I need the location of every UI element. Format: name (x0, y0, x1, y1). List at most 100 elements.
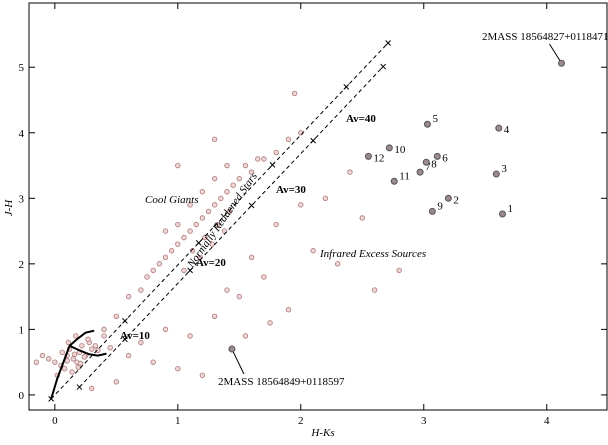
background-star (175, 366, 181, 372)
ir-source (428, 207, 436, 215)
ir-source (492, 170, 500, 178)
source-label: 3 (501, 163, 507, 175)
background-star (150, 359, 156, 365)
background-star (77, 360, 84, 367)
source-label: 8 (431, 158, 437, 170)
background-star (181, 267, 187, 274)
background-star (267, 320, 273, 326)
ir-source (422, 158, 430, 166)
background-star (218, 195, 224, 202)
background-star (291, 90, 298, 97)
background-star (175, 162, 181, 169)
background-star (81, 354, 88, 360)
background-star (89, 385, 95, 392)
annotation: Infrared Excess Sources (319, 248, 426, 260)
background-star (175, 221, 181, 228)
background-star (162, 228, 169, 234)
background-star (242, 333, 249, 339)
background-star (107, 345, 113, 351)
plot-frame (28, 2, 608, 411)
background-star (95, 347, 101, 354)
background-star (150, 267, 156, 274)
source-label: 2MASS 18564849+0118597 (218, 376, 345, 388)
y-tick-label: 0 (19, 390, 25, 402)
background-star (113, 313, 120, 319)
y-tick-label: 2 (19, 259, 25, 271)
background-star (322, 195, 329, 202)
ir-source (498, 210, 506, 218)
av-marker (343, 84, 350, 90)
background-star (125, 352, 132, 359)
background-star (61, 366, 68, 372)
annotation: Av=10 (120, 330, 150, 342)
y-axis-label: J-H (3, 199, 15, 217)
background-star (236, 293, 242, 300)
background-star (211, 313, 218, 319)
background-star (273, 149, 279, 156)
background-star (242, 162, 249, 169)
background-star (92, 343, 99, 349)
background-star (162, 254, 169, 260)
av-marker (248, 202, 255, 209)
ir-source (364, 152, 372, 160)
background-star (71, 351, 78, 357)
x-tick-label: 3 (421, 415, 427, 427)
av-marker (385, 40, 391, 46)
background-star (193, 221, 199, 228)
background-star (211, 136, 218, 143)
annotation: Cool Giants (145, 194, 198, 206)
leader-line (549, 43, 562, 64)
x-tick-label: 1 (175, 415, 181, 427)
background-star (52, 359, 58, 365)
av-marker (269, 162, 276, 168)
annotation: Av=20 (196, 257, 226, 269)
y-tick-label: 1 (19, 324, 25, 336)
background-star (162, 326, 169, 333)
source-label: 11 (399, 170, 410, 182)
background-star (199, 215, 206, 221)
background-star (310, 248, 316, 254)
av-marker (122, 318, 128, 324)
source-label: 10 (394, 144, 406, 156)
background-star (144, 274, 150, 280)
x-tick-label: 0 (52, 415, 58, 427)
background-star (211, 175, 218, 182)
background-star (33, 359, 40, 365)
background-star (168, 248, 175, 254)
background-star (285, 136, 292, 143)
background-star (181, 234, 187, 241)
ir-source (444, 194, 452, 202)
source-label: 12 (373, 152, 384, 164)
background-star (359, 215, 365, 221)
background-star (226, 208, 233, 215)
av-marker (122, 336, 128, 343)
background-star (187, 202, 193, 208)
av-marker (380, 63, 387, 70)
background-star (298, 202, 304, 208)
x-tick-label: 4 (544, 415, 550, 427)
background-star (214, 221, 220, 228)
background-star (101, 333, 107, 339)
reddening-line (79, 66, 384, 388)
source-label: 9 (437, 200, 443, 212)
background-star (261, 274, 267, 280)
source-label: 6 (442, 152, 448, 164)
background-star (187, 333, 193, 339)
background-star (189, 248, 196, 254)
y-tick-label: 3 (19, 193, 25, 205)
reddening-line (50, 42, 389, 400)
background-star (156, 261, 163, 267)
annotation: Av=30 (276, 184, 306, 196)
av-marker (310, 137, 316, 144)
annotation: Av=40 (346, 113, 376, 125)
background-star (202, 234, 208, 241)
background-star (248, 254, 255, 260)
av-marker (187, 267, 193, 274)
background-star (113, 379, 120, 385)
background-star (211, 202, 218, 208)
background-star (285, 307, 292, 313)
background-star (371, 287, 378, 293)
background-star (248, 169, 255, 175)
source-label: 4 (504, 124, 510, 136)
